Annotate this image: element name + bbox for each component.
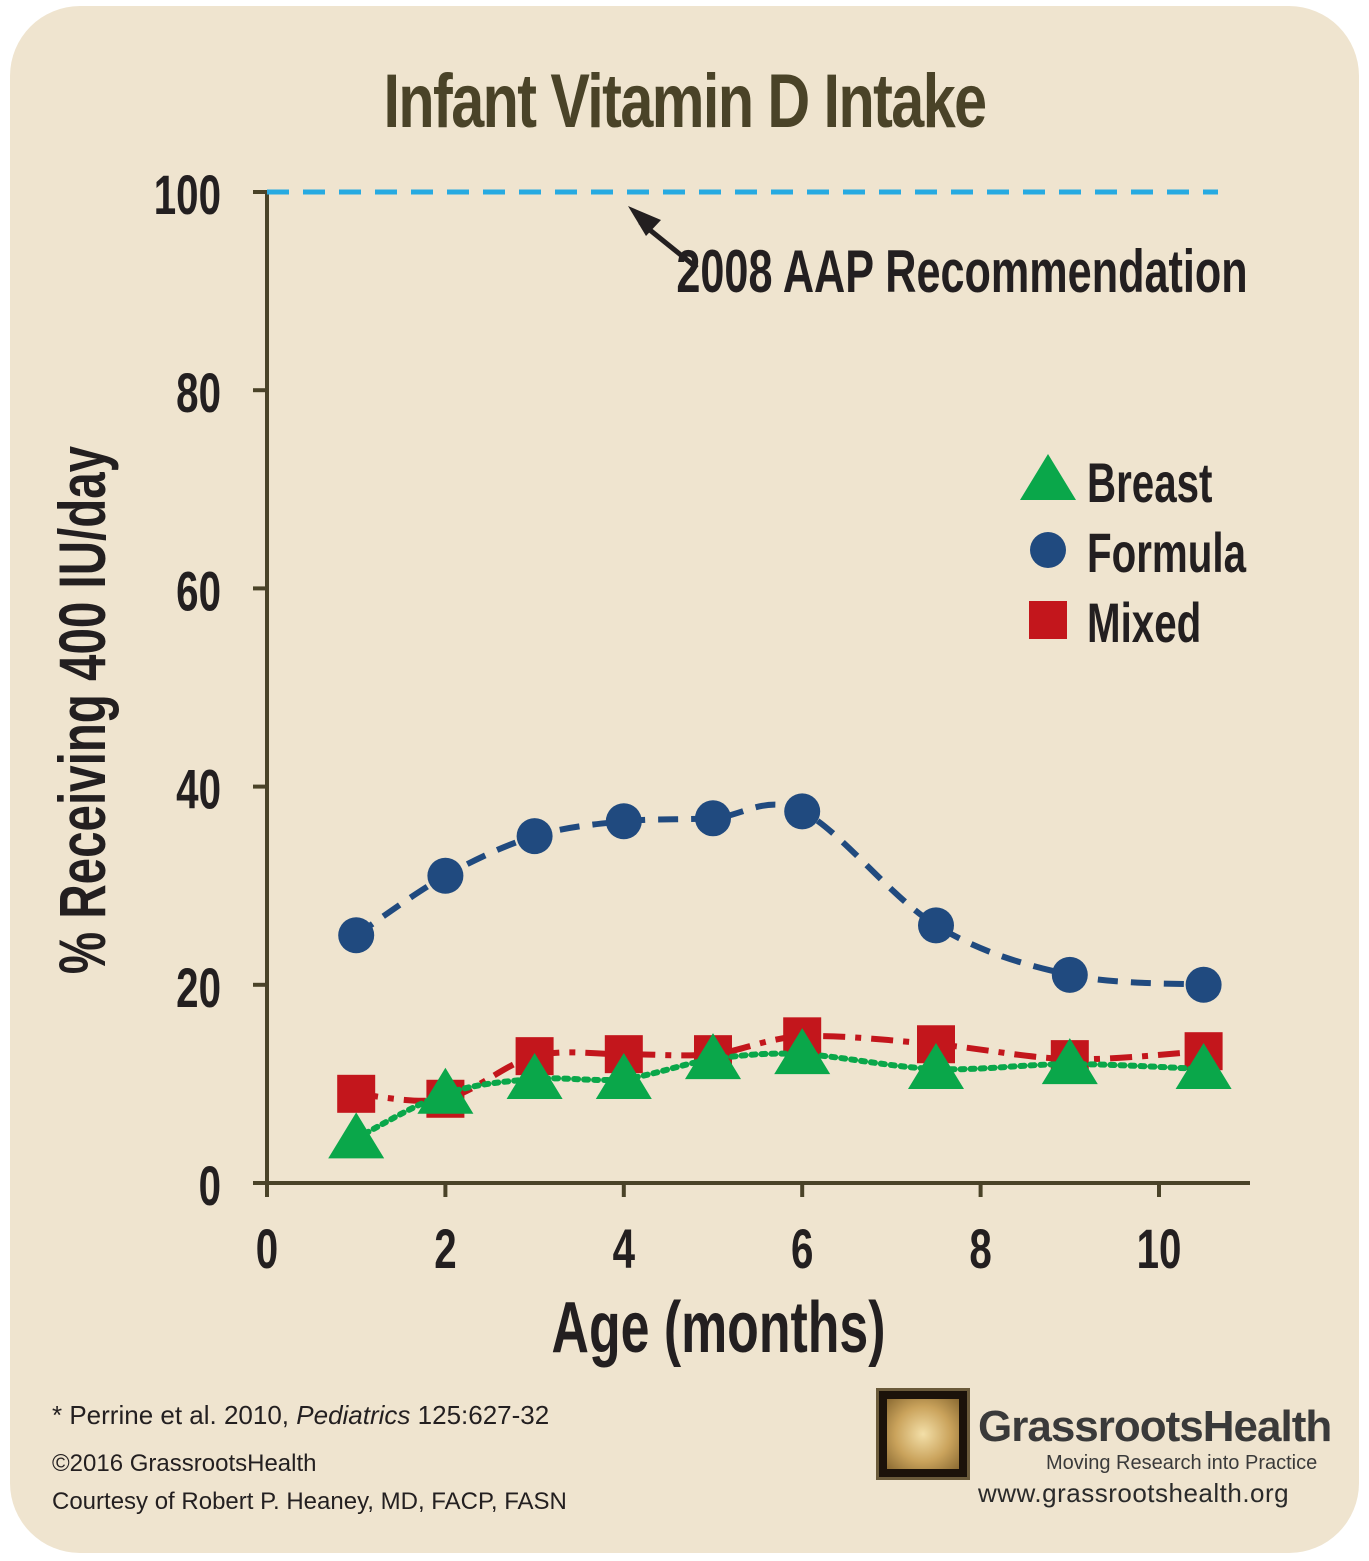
brand-tagline: Moving Research into Practice	[1046, 1452, 1318, 1474]
breast-data-point	[1175, 1043, 1232, 1090]
x-axis-label: Age (months)	[552, 1288, 886, 1368]
citation-journal: Pediatrics	[296, 1400, 411, 1430]
recommendation-label: 2008 AAP Recommendation	[676, 239, 1247, 306]
x-tick-label: 8	[969, 1219, 991, 1281]
formula-data-point	[695, 800, 731, 837]
formula-data-point	[1051, 956, 1088, 993]
formula-data-point	[516, 818, 553, 855]
breast-data-point	[1041, 1038, 1098, 1085]
courtesy: Courtesy of Robert P. Heaney, MD, FACP, …	[52, 1488, 567, 1515]
breast-data-point	[328, 1112, 385, 1159]
y-tick-label: 20	[176, 957, 221, 1019]
annotation-arrow-head	[628, 206, 661, 236]
breast-data-point	[595, 1052, 652, 1099]
x-tick-label: 6	[791, 1219, 813, 1281]
citation-suffix: 125:627-32	[410, 1400, 550, 1430]
formula-data-point	[338, 917, 375, 954]
chart-title: Infant Vitamin D Intake	[383, 59, 987, 144]
breast-legend-marker	[1020, 454, 1076, 500]
card-background	[10, 6, 1359, 1553]
y-tick-label: 0	[199, 1156, 221, 1218]
x-tick-label: 4	[613, 1219, 635, 1281]
breast-data-point	[908, 1043, 964, 1090]
formula-data-point	[918, 907, 954, 944]
y-tick-label: 100	[154, 165, 221, 227]
y-tick-label: 40	[176, 759, 221, 821]
formula-series-line	[354, 801, 1204, 988]
formula-legend-label: Formula	[1087, 523, 1247, 585]
mixed-legend-marker	[1029, 601, 1067, 639]
formula-legend-marker	[1030, 532, 1066, 568]
brand-name: GrassrootsHealth	[978, 1402, 1332, 1451]
x-tick-label: 2	[434, 1219, 456, 1281]
breast-data-point	[506, 1052, 563, 1099]
formula-data-point	[427, 857, 464, 894]
breast-data-point	[774, 1028, 831, 1075]
citation: * Perrine et al. 2010, Pediatrics 125:62…	[52, 1400, 549, 1431]
citation-prefix: * Perrine et al. 2010,	[52, 1400, 297, 1430]
x-tick-label: 0	[256, 1219, 278, 1281]
breast-legend-label: Breast	[1087, 453, 1212, 515]
vitruvian-logo-icon	[876, 1388, 970, 1480]
mixed-data-point	[337, 1074, 376, 1113]
brand-website[interactable]: www.grassrootshealth.org	[978, 1478, 1290, 1508]
y-tick-label: 80	[176, 363, 221, 425]
breast-data-point	[685, 1033, 741, 1080]
mixed-legend-label: Mixed	[1087, 593, 1201, 655]
y-tick-label: 60	[176, 561, 221, 623]
formula-data-point	[605, 803, 642, 840]
y-axis-label: % Receiving 400 IU/day	[46, 446, 119, 974]
x-tick-label: 10	[1137, 1219, 1182, 1281]
copyright: ©2016 GrassrootsHealth	[52, 1450, 317, 1477]
formula-data-point	[784, 793, 821, 830]
formula-data-point	[1185, 966, 1222, 1003]
breast-data-point	[417, 1067, 474, 1114]
